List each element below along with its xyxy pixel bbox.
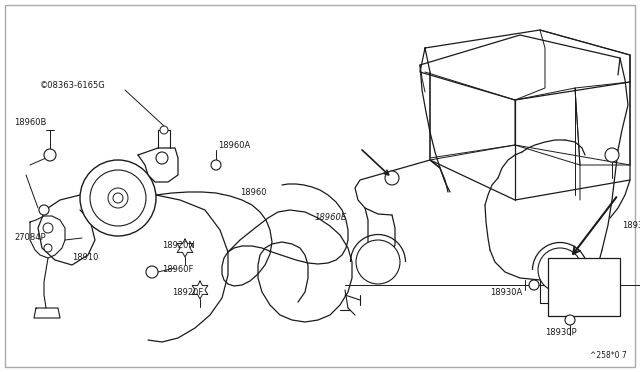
Circle shape — [44, 244, 52, 252]
Circle shape — [605, 148, 619, 162]
Text: 18910: 18910 — [72, 253, 99, 262]
Text: ©08363-6165G: ©08363-6165G — [40, 81, 106, 90]
Circle shape — [108, 188, 128, 208]
Text: 18960F: 18960F — [162, 265, 193, 274]
Bar — [548, 258, 620, 316]
Text: 18960E: 18960E — [315, 213, 347, 222]
Circle shape — [80, 160, 156, 236]
Circle shape — [529, 280, 539, 290]
Circle shape — [90, 170, 146, 226]
Text: 18930P: 18930P — [545, 328, 577, 337]
Text: 27084P: 27084P — [14, 233, 45, 242]
Circle shape — [538, 248, 582, 292]
Circle shape — [113, 193, 123, 203]
Circle shape — [356, 240, 400, 284]
Circle shape — [146, 266, 158, 278]
Circle shape — [160, 126, 168, 134]
Text: 18960A: 18960A — [218, 141, 250, 150]
Text: 18920N: 18920N — [162, 241, 195, 250]
Text: 18960B: 18960B — [14, 118, 46, 127]
Circle shape — [44, 149, 56, 161]
Circle shape — [43, 223, 53, 233]
Text: 18930A: 18930A — [490, 288, 522, 297]
Circle shape — [39, 205, 49, 215]
Circle shape — [156, 152, 168, 164]
Text: ^258*0 7: ^258*0 7 — [590, 351, 627, 360]
Text: 18930: 18930 — [622, 221, 640, 230]
Circle shape — [565, 315, 575, 325]
Circle shape — [385, 171, 399, 185]
Text: 18920F: 18920F — [172, 288, 204, 297]
Text: 18960: 18960 — [240, 188, 266, 197]
Circle shape — [211, 160, 221, 170]
